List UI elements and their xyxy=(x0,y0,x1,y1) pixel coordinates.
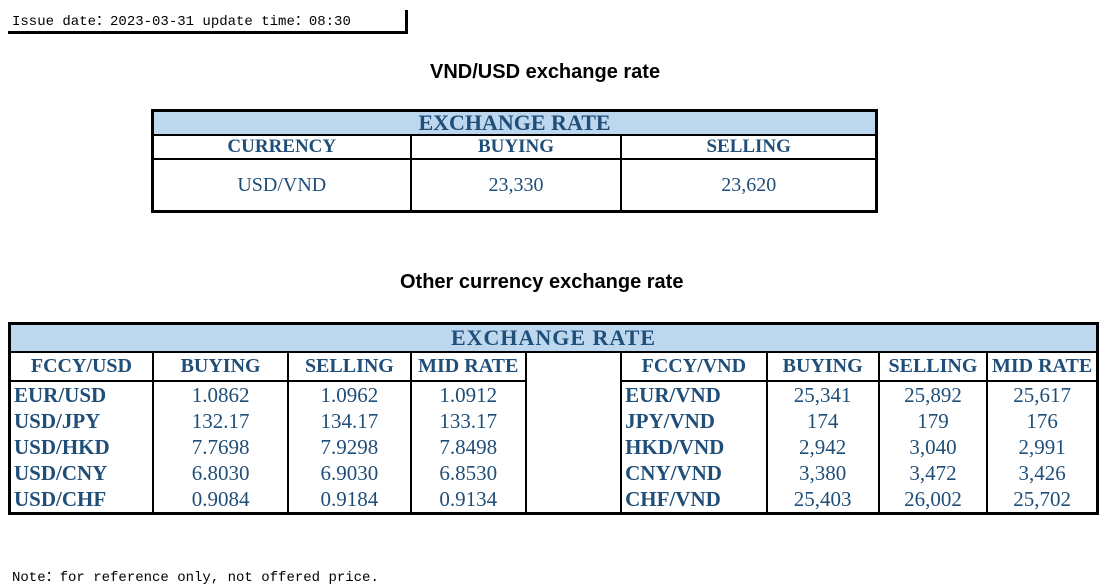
table-row: USD/HKD 7.7698 7.9298 7.8498 HKD/VND 2,9… xyxy=(9,434,1099,460)
mid-rate-cell: 2,991 xyxy=(987,434,1099,460)
table-row: EUR/USD 1.0862 1.0962 1.0912 EUR/VND 25,… xyxy=(9,381,1099,408)
selling-cell: 134.17 xyxy=(288,408,412,434)
spacer-cell xyxy=(525,381,623,408)
selling-cell: 1.0962 xyxy=(288,381,412,408)
column-header-currency: CURRENCY xyxy=(152,135,412,160)
pair-cell: CNY/VND xyxy=(621,460,768,486)
pair-cell: USD/HKD xyxy=(9,434,154,460)
vnd-usd-title: VND/USD exchange rate xyxy=(430,61,661,83)
selling-cell: 26,002 xyxy=(878,486,989,514)
column-header-buying: BUYING xyxy=(410,135,623,160)
issue-date-line: Issue date：2023-03-31 update time：08:30 xyxy=(8,10,408,34)
column-header-fccy-usd: FCCY/USD xyxy=(8,351,154,382)
table-row: USD/VND 23,330 23,620 xyxy=(152,159,877,212)
selling-cell: 0.9184 xyxy=(288,486,412,514)
column-spacer xyxy=(524,352,623,381)
spacer-cell xyxy=(525,434,623,460)
buying-cell: 25,341 xyxy=(766,381,880,408)
exchange-rate-header: EXCHANGE RATE xyxy=(9,323,1099,353)
pair-cell: USD/CHF xyxy=(9,486,154,514)
mid-rate-cell: 6.8530 xyxy=(410,460,527,486)
pair-cell: EUR/USD xyxy=(9,381,154,408)
mid-rate-cell: 133.17 xyxy=(410,408,527,434)
buying-cell: 1.0862 xyxy=(152,381,290,408)
buying-cell: 132.17 xyxy=(152,408,290,434)
exchange-rate-header: EXCHANGE RATE xyxy=(152,110,877,136)
currency-cell: USD/VND xyxy=(152,159,412,212)
mid-rate-cell: 0.9134 xyxy=(410,486,527,514)
selling-cell: 23,620 xyxy=(721,173,777,196)
footnote: Note：for reference only, not offered pri… xyxy=(12,570,379,586)
table-row: USD/CNY 6.8030 6.9030 6.8530 CNY/VND 3,3… xyxy=(9,460,1099,486)
selling-cell: 6.9030 xyxy=(288,460,412,486)
buying-cell: 2,942 xyxy=(766,434,880,460)
mid-rate-cell: 1.0912 xyxy=(410,381,527,408)
column-header-selling: SELLING xyxy=(877,351,989,382)
pair-cell: HKD/VND xyxy=(621,434,768,460)
pair-cell: CHF/VND xyxy=(621,486,768,514)
vnd-exchange-table: EXCHANGE RATE CURRENCY BUYING SELLING US… xyxy=(151,109,878,213)
mid-rate-cell: 3,426 xyxy=(987,460,1099,486)
selling-cell: 25,892 xyxy=(878,381,989,408)
spacer-cell xyxy=(525,460,623,486)
pair-cell: USD/CNY xyxy=(9,460,154,486)
selling-cell: 3,472 xyxy=(878,460,989,486)
mid-rate-cell: 25,702 xyxy=(987,486,1099,514)
buying-cell: 7.7698 xyxy=(152,434,290,460)
buying-cell: 23,330 xyxy=(410,159,623,212)
pair-cell: USD/JPY xyxy=(9,408,154,434)
column-header-fccy-vnd: FCCY/VND xyxy=(620,351,768,382)
selling-cell: 7.9298 xyxy=(288,434,412,460)
spacer-cell xyxy=(525,486,623,514)
buying-cell: 0.9084 xyxy=(152,486,290,514)
buying-cell: 6.8030 xyxy=(152,460,290,486)
column-header-selling: SELLING xyxy=(621,135,877,160)
selling-cell: 3,040 xyxy=(878,434,989,460)
column-header-selling: SELLING xyxy=(287,351,412,382)
column-header-mid-rate: MID RATE xyxy=(409,351,527,382)
other-currency-title: Other currency exchange rate xyxy=(400,271,684,293)
mid-rate-cell: 7.8498 xyxy=(410,434,527,460)
other-exchange-table: EXCHANGE RATE FCCY/USD BUYING SELLING MI… xyxy=(8,322,1099,515)
column-header-mid-rate: MID RATE xyxy=(986,351,1099,382)
spacer-cell xyxy=(525,408,623,434)
column-header-buying: BUYING xyxy=(151,351,290,382)
mid-rate-cell: 25,617 xyxy=(987,381,1099,408)
column-header-buying: BUYING xyxy=(765,351,880,382)
pair-cell: EUR/VND xyxy=(621,381,768,408)
buying-cell: 3,380 xyxy=(766,460,880,486)
selling-cell: 179 xyxy=(878,408,989,434)
table-row: USD/JPY 132.17 134.17 133.17 JPY/VND 174… xyxy=(9,408,1099,434)
buying-cell: 25,403 xyxy=(766,486,880,514)
table-row: USD/CHF 0.9084 0.9184 0.9134 CHF/VND 25,… xyxy=(9,486,1099,514)
pair-cell: JPY/VND xyxy=(621,408,768,434)
mid-rate-cell: 176 xyxy=(987,408,1099,434)
buying-cell: 174 xyxy=(766,408,880,434)
